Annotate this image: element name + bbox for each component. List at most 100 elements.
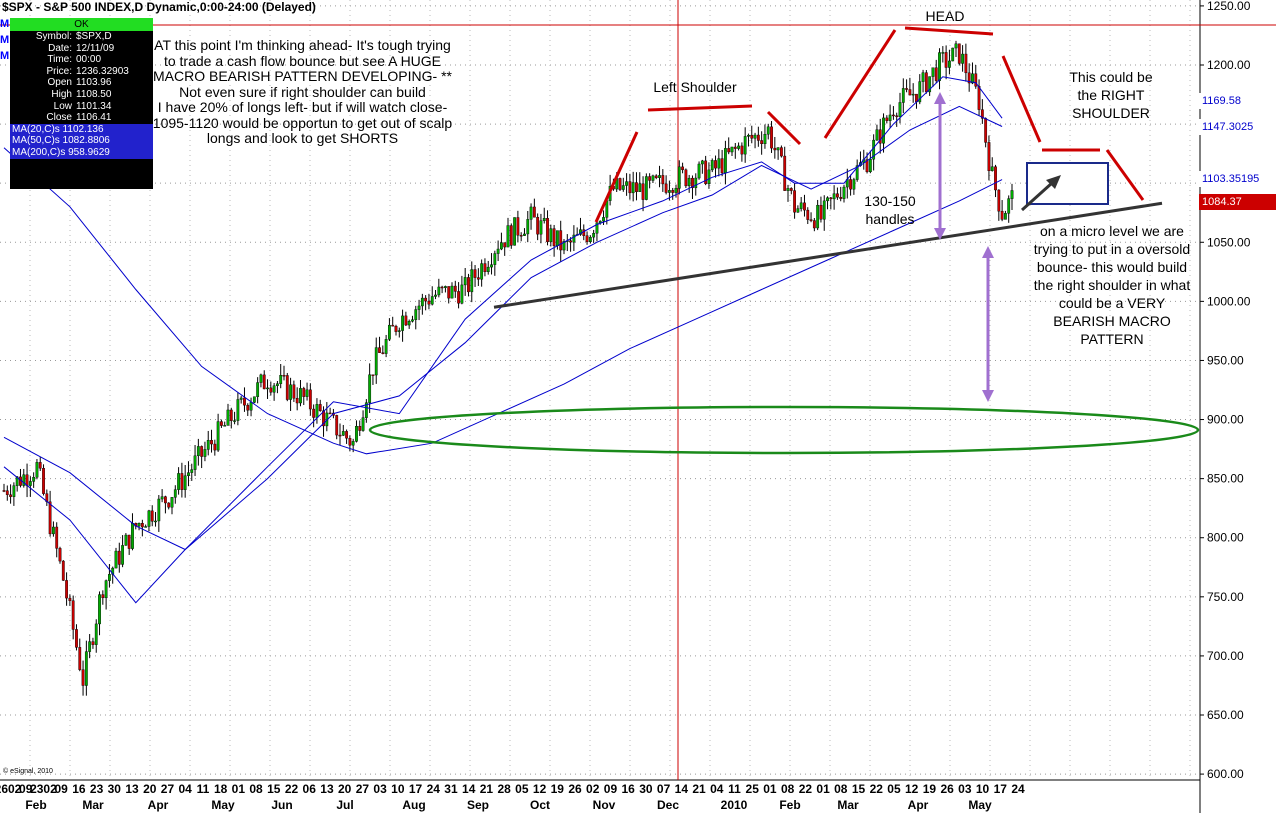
candle-body — [513, 217, 516, 246]
info-row: Time: 00:00 — [10, 54, 153, 66]
candle-body — [328, 412, 332, 415]
candle-body — [450, 285, 454, 299]
candle-body — [28, 481, 32, 486]
x-tick-label: 10 — [391, 782, 405, 796]
candle-body — [88, 641, 92, 652]
candle-body — [921, 72, 925, 82]
info-value: $SPX,D — [76, 31, 112, 42]
copyright-label: © eSignal, 2010 — [3, 768, 53, 775]
candle-body — [658, 175, 661, 178]
side-marker: M — [0, 34, 10, 46]
candle-body — [196, 446, 200, 457]
candle-body — [733, 146, 737, 149]
y-tick-label: 1250.00 — [1207, 0, 1251, 13]
candle-body — [803, 202, 806, 211]
candle-body — [276, 383, 279, 386]
candle-body — [569, 240, 572, 243]
x-tick-label: 26 — [940, 782, 954, 796]
x-tick-label: 01 — [232, 782, 246, 796]
candle-body — [12, 485, 16, 497]
x-tick-label: 20 — [338, 782, 352, 796]
ok-button[interactable]: OK — [10, 18, 153, 31]
candle-body — [931, 67, 935, 77]
x-tick-label: 2302 — [30, 782, 57, 796]
candle-body — [648, 176, 652, 181]
candle-body — [938, 52, 941, 81]
candle-body — [704, 160, 708, 184]
candle-body — [697, 163, 701, 179]
ma-row: MA(20,C)s 1102.136 — [10, 123, 153, 136]
candle-body — [183, 475, 187, 490]
candle-body — [101, 594, 105, 599]
right-shoulder-label: This could be the RIGHT SHOULDER — [1069, 69, 1153, 121]
candle-body — [22, 474, 26, 486]
candle-body — [282, 375, 286, 377]
candle-body — [226, 409, 230, 426]
x-tick-label: 23 — [90, 782, 104, 796]
candle-body — [150, 510, 154, 522]
candle-body — [694, 177, 698, 189]
target-zone-ellipse — [368, 405, 1200, 455]
candle-body — [592, 232, 596, 238]
x-tick-label: 30 — [639, 782, 653, 796]
candle-body — [173, 489, 177, 498]
candle-body — [114, 550, 118, 569]
candle-body — [480, 263, 484, 280]
candle-body — [888, 114, 892, 121]
candle-body — [266, 387, 269, 390]
y-tick-label: 1000.00 — [1207, 294, 1251, 308]
candle-body — [167, 502, 171, 508]
candle-body — [829, 197, 833, 200]
candle-body — [38, 462, 42, 469]
candle-body — [203, 449, 207, 457]
x-tick-label: 08 — [781, 782, 795, 796]
x-tick-label: 05 — [515, 782, 529, 796]
candle-body — [668, 190, 671, 193]
candle-body — [839, 197, 843, 199]
y-tick-label: 850.00 — [1207, 472, 1244, 486]
candle-body — [967, 72, 971, 84]
x-tick-label: 16 — [621, 782, 635, 796]
side-marker: M — [0, 50, 10, 62]
candle-body — [292, 384, 296, 399]
candle-body — [371, 374, 375, 376]
candle-body — [315, 404, 319, 418]
pattern-line — [1105, 149, 1145, 201]
x-tick-label: 13 — [320, 782, 334, 796]
info-key: Close — [46, 112, 72, 124]
x-tick-label: 10 — [976, 782, 990, 796]
candle-body — [934, 67, 938, 81]
candle-body — [793, 190, 796, 213]
candle-body — [414, 309, 418, 320]
candle-body — [348, 438, 352, 446]
candle-body — [496, 248, 500, 254]
candle-body — [783, 155, 787, 191]
x-tick-label: 07 — [657, 782, 671, 796]
x-tick-label: 04 — [710, 782, 724, 796]
x-tick-label: 28 — [497, 782, 511, 796]
candle-body — [285, 375, 289, 400]
candle-body — [374, 347, 378, 376]
candle-body — [308, 389, 312, 410]
candle-body — [990, 166, 994, 171]
candle-body — [878, 129, 882, 144]
candle-body — [81, 669, 85, 686]
candle-body — [447, 286, 451, 299]
x-month-label: Nov — [593, 798, 616, 812]
price-tag: 1103.35195 — [1199, 171, 1276, 188]
info-key: Open — [47, 77, 72, 89]
info-key: Symbol: — [35, 31, 72, 42]
candle-body — [994, 166, 997, 191]
candle-body — [796, 208, 800, 213]
micro-level-annotation: on a micro level we are trying to put in… — [1033, 223, 1191, 347]
candle-body — [351, 441, 355, 446]
projection-arrow — [1020, 181, 1054, 212]
candle-body — [753, 134, 757, 139]
x-tick-label: 03 — [958, 782, 972, 796]
candle-body — [832, 193, 836, 200]
candle-body — [164, 496, 167, 504]
candle-body — [124, 534, 128, 546]
ma-row: MA(200,C)s 958.9629 — [10, 146, 153, 159]
candle-body — [394, 325, 398, 332]
